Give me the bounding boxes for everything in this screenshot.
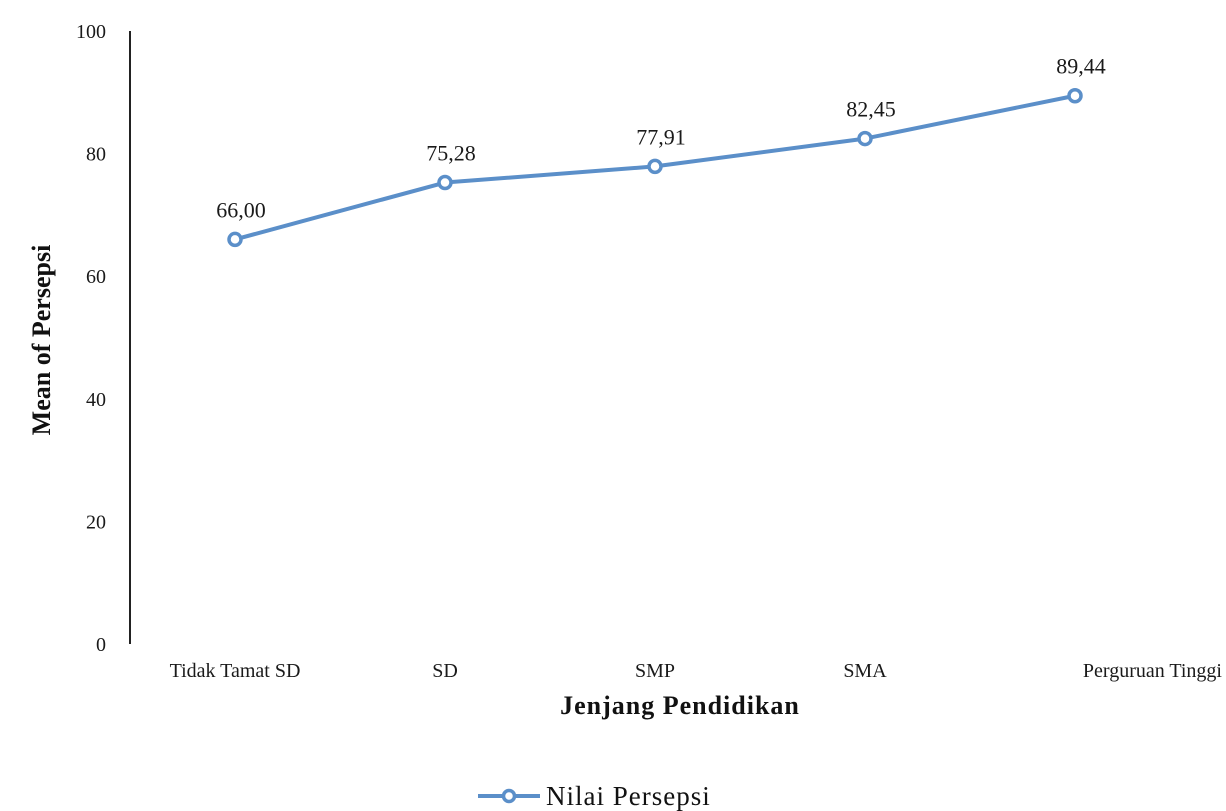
data-label: 89,44 <box>1056 54 1106 79</box>
x-tick-label: SD <box>432 660 458 682</box>
y-tick-label: 0 <box>96 634 106 656</box>
data-point <box>227 231 243 248</box>
y-tick-label: 40 <box>86 389 106 411</box>
data-point <box>647 158 663 175</box>
y-axis-title: Mean of Persepsi <box>27 245 56 436</box>
y-axis: 0 20 40 60 80 100 <box>76 21 131 656</box>
y-tick-label: 80 <box>86 144 106 166</box>
data-labels: 66,00 75,28 77,91 82,45 89,44 <box>216 54 1106 223</box>
x-tick-label: SMA <box>843 660 887 682</box>
legend-label: Nilai Persepsi <box>546 781 711 811</box>
x-tick-label: Tidak Tamat SD <box>170 660 301 682</box>
data-label: 82,45 <box>846 97 896 122</box>
data-label: 75,28 <box>426 141 476 166</box>
series-nilai-persepsi <box>227 87 1083 248</box>
x-axis-title: Jenjang Pendidikan <box>560 691 800 720</box>
data-point <box>1067 87 1083 104</box>
data-label: 77,91 <box>636 124 686 149</box>
legend-circle-marker <box>501 788 517 804</box>
x-tick-label: SMP <box>635 660 675 682</box>
data-label: 66,00 <box>216 197 266 222</box>
legend: Nilai Persepsi <box>478 781 711 811</box>
data-point <box>437 174 453 191</box>
x-tick-label: Perguruan Tinggi <box>1083 660 1223 682</box>
data-point <box>857 130 873 147</box>
y-tick-label: 100 <box>76 21 106 43</box>
x-axis: Tidak Tamat SD SD SMP SMA Perguruan Tinggi <box>170 660 1223 682</box>
y-tick-label: 60 <box>86 266 106 288</box>
y-tick-label: 20 <box>86 511 106 533</box>
